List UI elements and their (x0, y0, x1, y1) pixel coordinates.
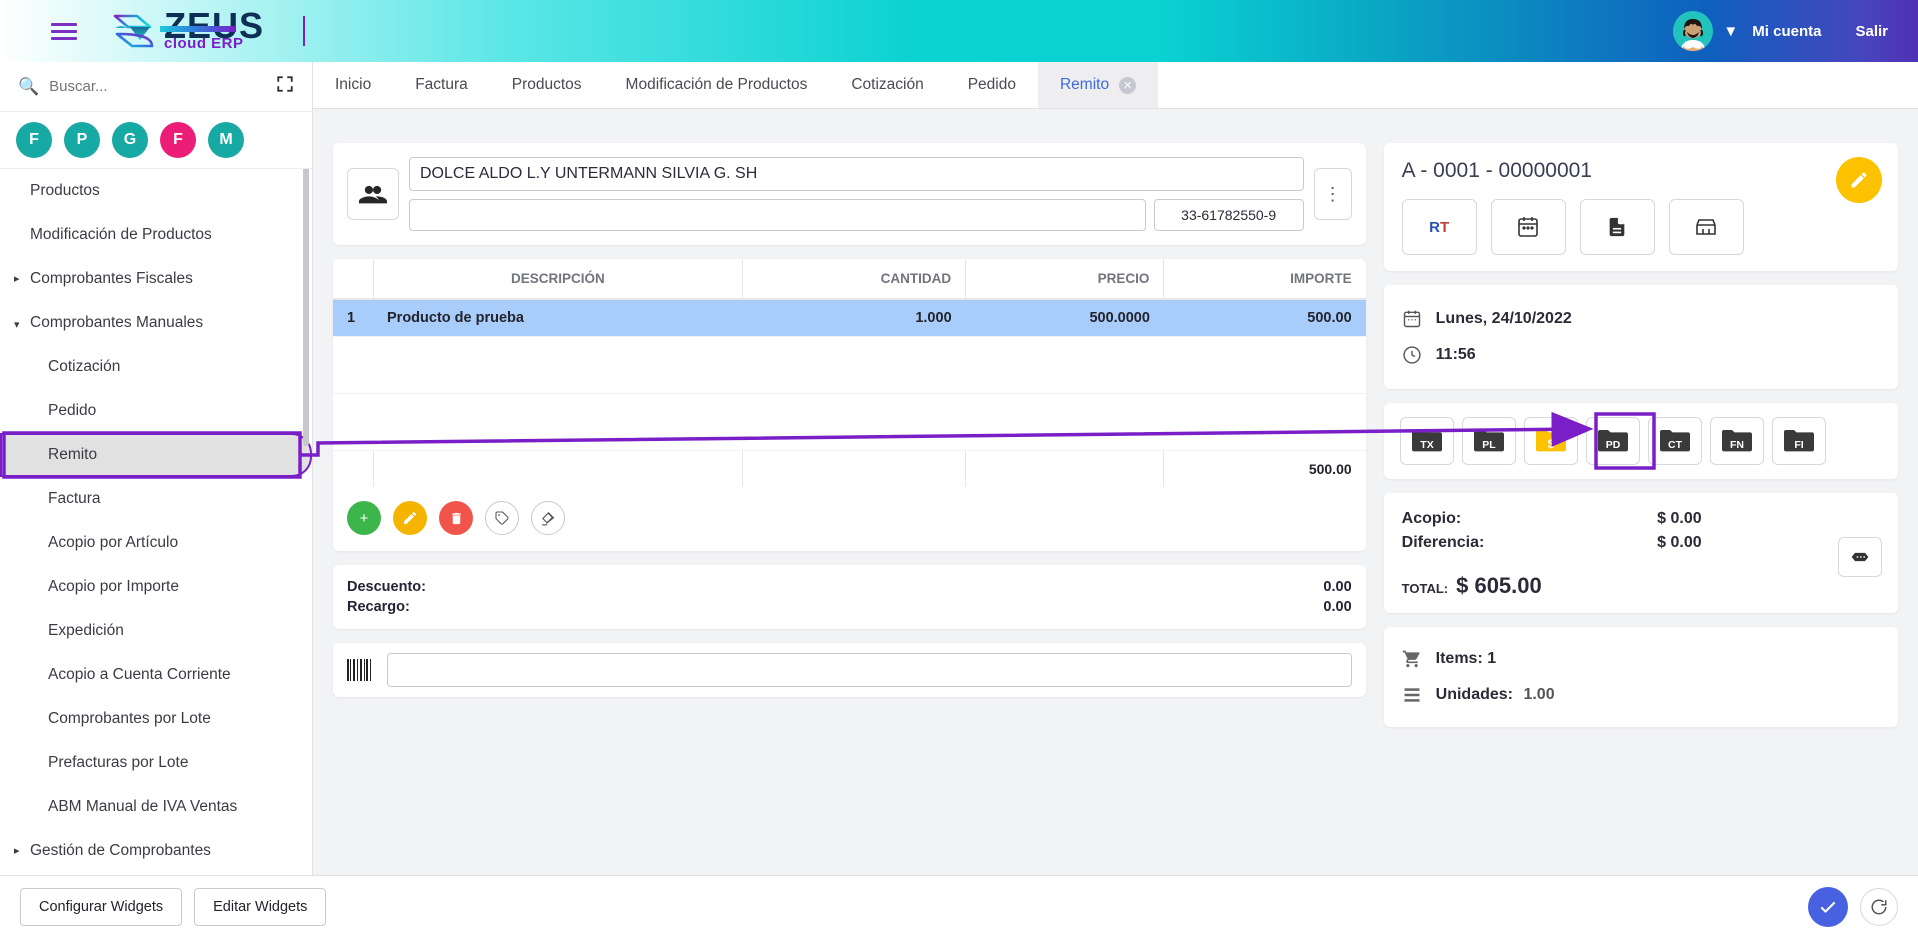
svg-text:CT: CT (1668, 439, 1683, 451)
svg-text:$: $ (1547, 437, 1554, 451)
svg-text:FN: FN (1730, 439, 1744, 451)
svg-text:PL: PL (1482, 439, 1496, 451)
svg-text:PD: PD (1605, 439, 1620, 451)
svg-text:FI: FI (1794, 439, 1803, 451)
svg-text:TX: TX (1420, 439, 1433, 451)
